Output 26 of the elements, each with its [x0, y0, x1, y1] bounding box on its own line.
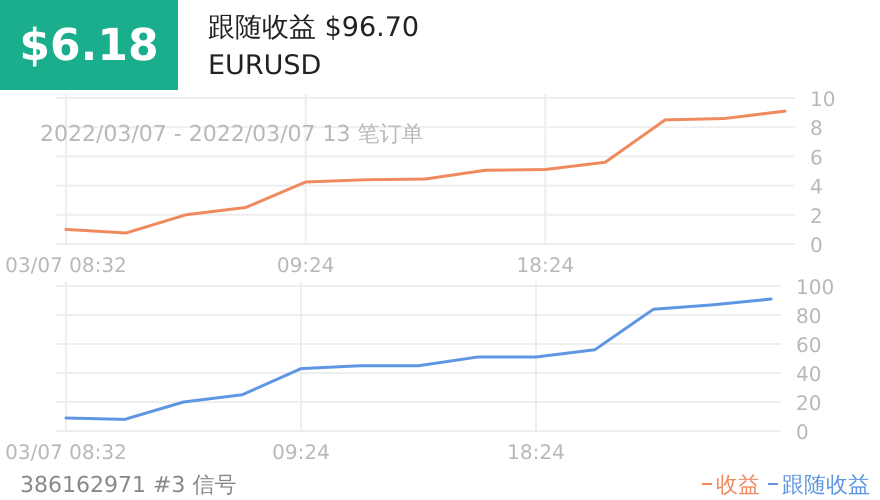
text: 386162971 #3 信号	[20, 473, 236, 498]
line-series	[64, 298, 772, 421]
x-tick-label: 09:24	[276, 253, 334, 277]
y-tick-label: 100	[796, 275, 834, 299]
y-tick-label: 4	[810, 174, 823, 199]
x-tick-label: 18:24	[507, 440, 565, 464]
chart-subtitle: EURUSD	[208, 50, 322, 81]
x-tick-label: 09:24	[272, 440, 330, 464]
chart-title: 跟随收益 $96.70	[208, 12, 420, 43]
y-tick-label: 0	[796, 420, 809, 444]
y-tick-label: 20	[796, 391, 822, 415]
y-tick-label: 40	[796, 362, 822, 386]
y-tick-label: 8	[810, 116, 823, 140]
x-tick-label: 18:24	[516, 253, 574, 277]
y-tick-label: 60	[796, 333, 822, 357]
legend-label: 跟随收益	[782, 473, 870, 498]
y-tick-label: 80	[796, 304, 822, 328]
y-tick-label: 6	[810, 145, 823, 170]
y-tick-label: 10	[810, 87, 836, 111]
x-tick-label: 03/07 08:32	[5, 253, 127, 277]
y-tick-label: 0	[810, 233, 823, 257]
annotation: 2022/03/07 - 2022/03/07 13 笔订单	[40, 122, 424, 147]
x-tick-label: 03/07 08:32	[5, 440, 127, 464]
text: $6.18	[19, 20, 159, 71]
y-tick-label: 2	[810, 204, 823, 228]
legend-label: 收益	[716, 473, 760, 498]
